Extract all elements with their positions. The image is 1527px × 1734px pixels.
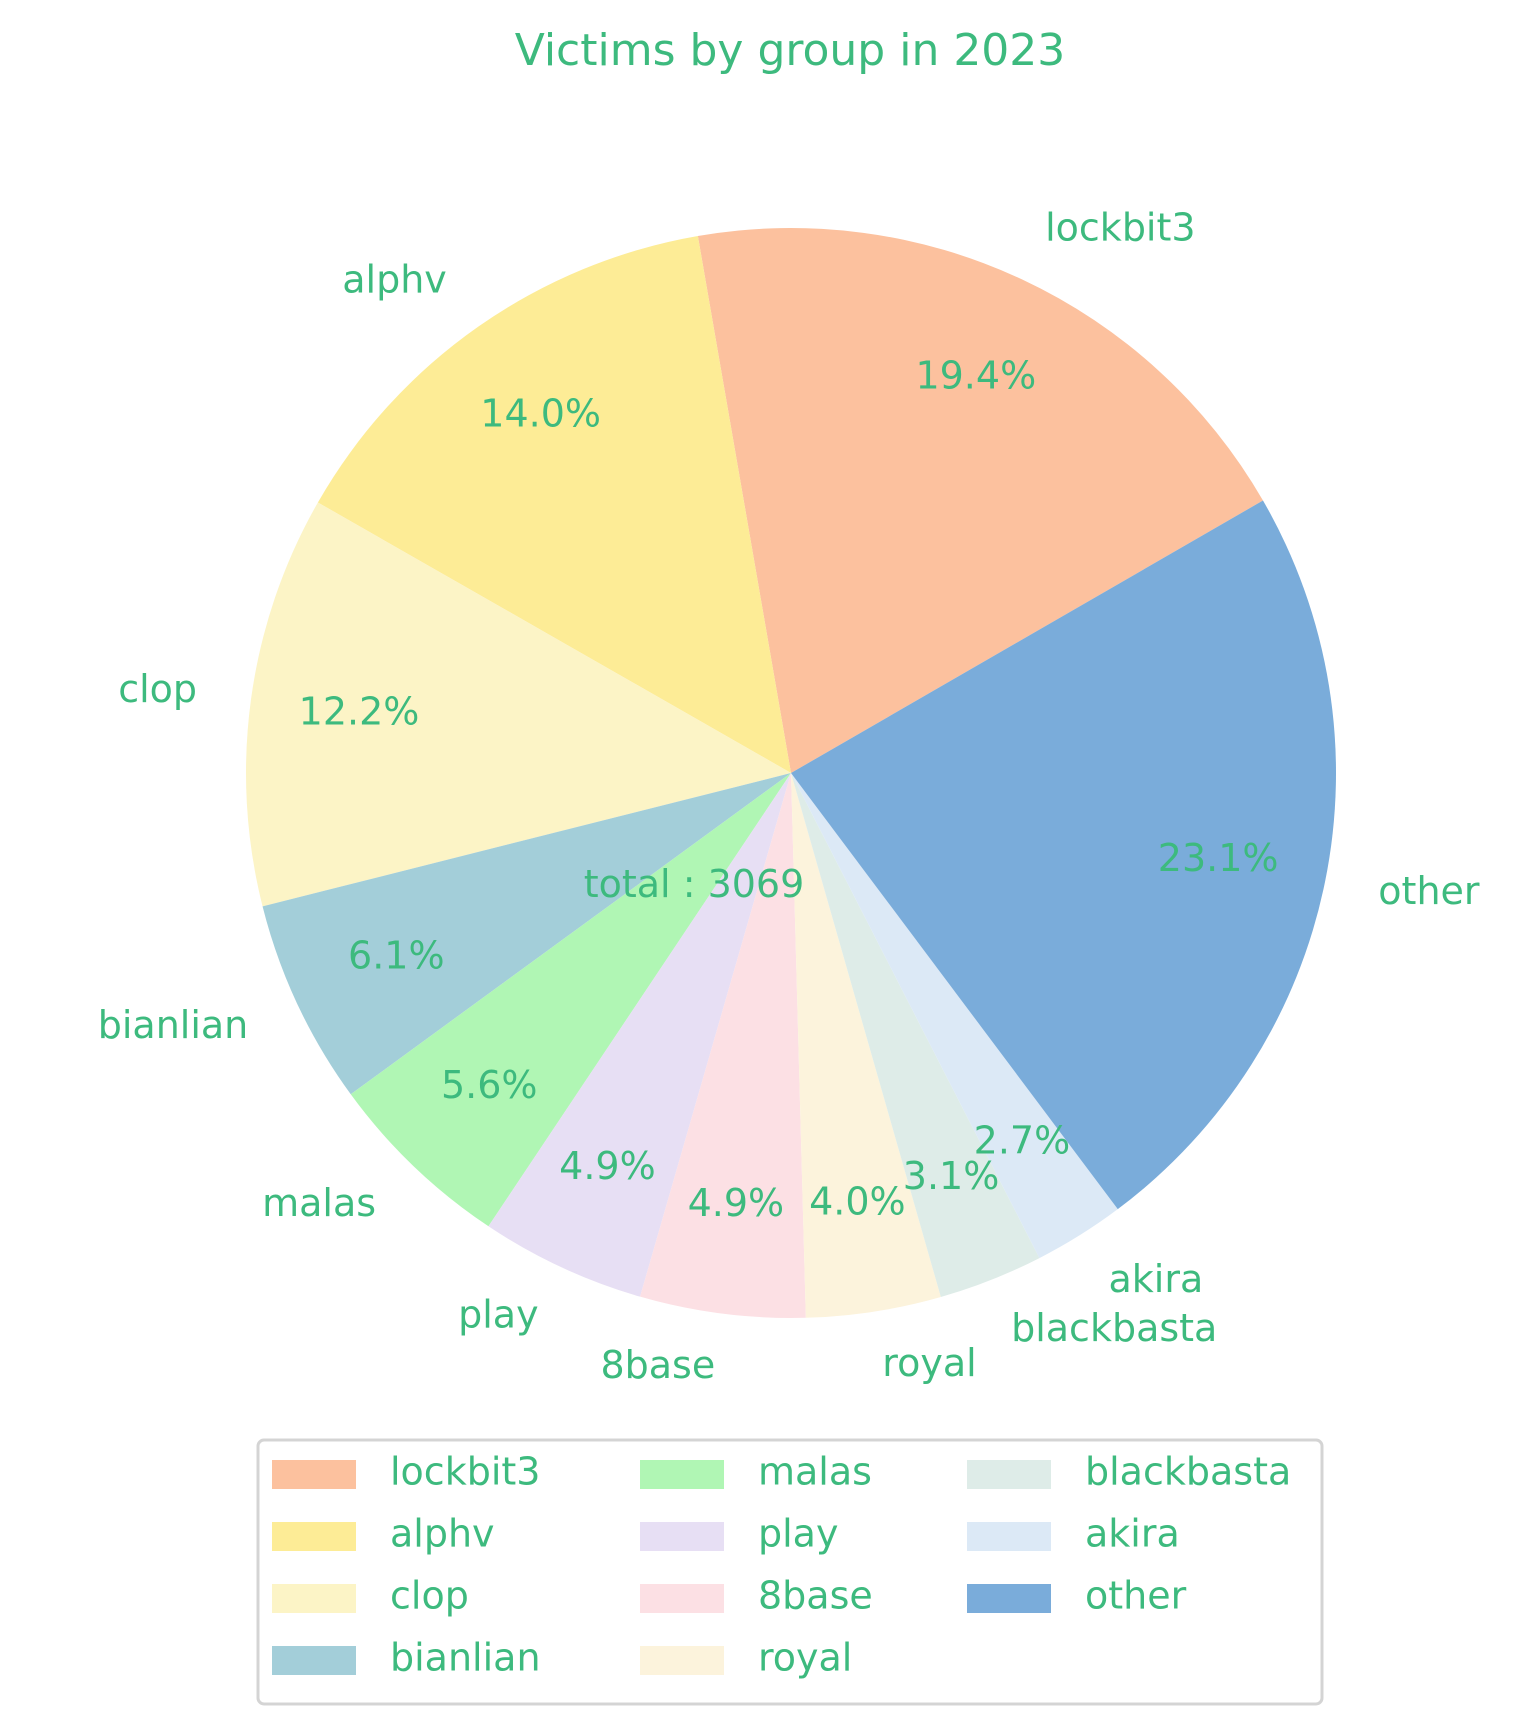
slice-labels: lockbit3 alphv clop bianlian malas play 8base r…: [98, 206, 1480, 1388]
legend-swatch-alphv: [272, 1522, 356, 1551]
slice-label-play: play: [458, 1292, 538, 1336]
pie-slice-blackbasta: [791, 773, 1040, 1297]
chart-title: Victims by group in 2023: [515, 25, 1066, 76]
legend-swatch-bianlian: [272, 1646, 356, 1675]
pie-slice-malas: [350, 773, 791, 1227]
legend-swatch-other: [967, 1584, 1051, 1613]
slice-percent-clop: 12.2%: [299, 689, 420, 733]
pie-slices: [246, 228, 1337, 1318]
slice-percent-royal: 4.0%: [809, 1179, 906, 1223]
slice-label-bianlian: bianlian: [98, 1003, 249, 1047]
legend-label-clop: clop: [390, 1574, 469, 1618]
pie-slice-clop: [246, 502, 792, 907]
slice-label-8base: 8base: [600, 1343, 715, 1387]
legend-label-8base: 8base: [758, 1574, 873, 1618]
legend: lockbit3 alphv clop bianlian malas play 8base r…: [256, 1438, 1324, 1706]
legend-swatch-akira: [967, 1522, 1051, 1551]
slice-percent-8base: 4.9%: [688, 1181, 785, 1225]
legend-label-lockbit3: lockbit3: [390, 1450, 540, 1494]
slice-percent-play: 4.9%: [559, 1144, 656, 1188]
legend-swatch-lockbit3: [272, 1460, 356, 1489]
legend-label-royal: royal: [758, 1636, 852, 1680]
legend-label-blackbasta: blackbasta: [1085, 1450, 1291, 1494]
legend-swatch-royal: [640, 1646, 724, 1675]
legend-swatch-blackbasta: [967, 1460, 1051, 1489]
pie-slice-akira: [791, 773, 1118, 1259]
legend-label-other: other: [1085, 1574, 1187, 1618]
legend-label-bianlian: bianlian: [390, 1636, 541, 1680]
legend-swatch-8base: [640, 1584, 724, 1613]
slice-percent-blackbasta: 3.1%: [903, 1154, 1000, 1198]
slice-percent-lockbit3: 19.4%: [915, 354, 1036, 398]
legend-label-play: play: [758, 1512, 838, 1556]
pie-slice-play: [488, 773, 791, 1297]
pie-slice-other: [791, 500, 1337, 1210]
slice-label-akira: akira: [1109, 1257, 1204, 1301]
pie-slice-lockbit3: [697, 228, 1263, 774]
slice-percent-bianlian: 6.1%: [348, 934, 445, 978]
slice-label-royal: royal: [882, 1341, 976, 1385]
pie-slice-alphv: [317, 236, 791, 774]
slice-percent-labels: 19.4%14.0%12.2%6.1%5.6%4.9%4.9% 4.0%3.1%2…: [299, 354, 1279, 1225]
legend-swatch-clop: [272, 1584, 356, 1613]
legend-label-alphv: alphv: [390, 1512, 495, 1556]
slice-label-lockbit3: lockbit3: [1045, 206, 1195, 250]
slice-label-blackbasta: blackbasta: [1011, 1306, 1217, 1350]
slice-label-malas: malas: [262, 1181, 376, 1225]
slice-label-alphv: alphv: [342, 258, 447, 302]
slice-percent-other: 23.1%: [1158, 836, 1279, 880]
center-total-label: total : 3069: [584, 862, 805, 906]
pie-slice-8base: [640, 773, 806, 1318]
legend-frame: [256, 1438, 1324, 1706]
slice-percent-akira: 2.7%: [974, 1118, 1071, 1162]
slice-label-clop: clop: [118, 667, 197, 711]
slice-percent-alphv: 14.0%: [480, 392, 601, 436]
slice-percent-malas: 5.6%: [441, 1063, 538, 1107]
legend-swatch-play: [640, 1522, 724, 1551]
legend-label-akira: akira: [1085, 1512, 1180, 1556]
legend-swatch-malas: [640, 1460, 724, 1489]
slice-label-other: other: [1378, 869, 1480, 913]
pie-slice-bianlian: [262, 773, 791, 1095]
pie-slice-royal: [791, 773, 941, 1318]
legend-label-malas: malas: [758, 1450, 872, 1494]
